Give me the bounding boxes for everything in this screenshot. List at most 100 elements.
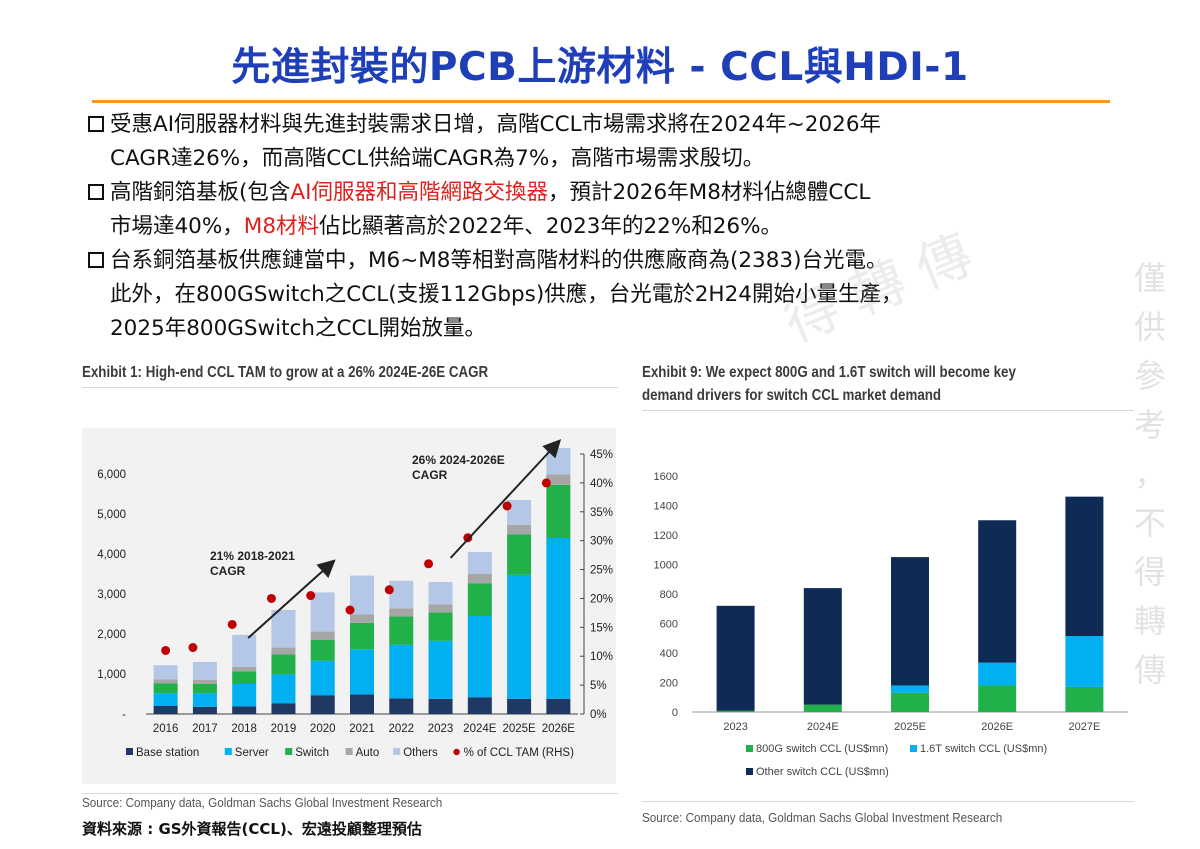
x-axis-tick-label: 2024E (463, 723, 497, 735)
bar-segment-switch (467, 583, 492, 616)
legend-swatch (746, 768, 753, 775)
bar-segment-other-switch-ccl-us-mn- (978, 520, 1017, 663)
bar-segment-auto (389, 608, 414, 617)
right-axis-tick-label: 15% (590, 622, 613, 634)
bullet-text: CAGR達26%，而高階CCL供給端CAGR為7%，高階市場需求殷切。 (110, 146, 765, 171)
bar-segment-auto (153, 679, 178, 684)
x-axis-tick-label: 2023 (723, 721, 747, 733)
tam-share-dot (424, 559, 434, 569)
watermark-char: 供 (1134, 308, 1167, 346)
tam-share-dot (306, 591, 316, 601)
right-axis-tick-label: 40% (590, 478, 613, 490)
x-axis-tick-label: 2026E (542, 723, 576, 735)
tam-share-dot (188, 643, 198, 653)
bullet-text: 此外，在800GSwitch之CCL(支援112Gbps)供應，台光電於2H24… (110, 282, 903, 307)
bar-segment-server (310, 660, 335, 696)
data-source-note: 資料來源 : GS外資報告(CCL)、宏遠投顧整理預估 (82, 820, 422, 838)
bar-segment-others (428, 582, 453, 605)
bar-segment-others (467, 552, 492, 574)
bar-segment-switch (546, 484, 571, 538)
left-axis-tick-label: 2,000 (97, 629, 126, 641)
legend-label: Switch (295, 747, 329, 759)
bullet-1-line-2: CAGR達26%，而高階CCL供給端CAGR為7%，高階市場需求殷切。 (110, 144, 764, 174)
bar-segment-1-6t-switch-ccl-us-mn- (891, 685, 929, 693)
checkbox-bullet-icon (88, 252, 104, 268)
y-axis-tick-label: 800 (660, 589, 678, 601)
exhibit-9-divider (642, 410, 1134, 411)
tam-share-dot (541, 478, 551, 488)
bar-segment-server (271, 674, 296, 704)
legend-swatch (746, 745, 753, 752)
x-axis-tick-label: 2023 (428, 723, 454, 735)
y-axis-tick-label: 200 (660, 678, 678, 690)
bar-segment-800g-switch-ccl-us-mn- (1065, 686, 1104, 712)
legend-label: Server (235, 747, 269, 759)
bullet-text: ，預計2026年M8材料佔總體CCL (547, 180, 871, 205)
left-axis-tick-label: - (122, 709, 126, 721)
legend-label: % of CCL TAM (RHS) (464, 747, 574, 759)
legend-swatch (345, 748, 353, 755)
bullet-text: 佔比顯著高於2022年、2023年的22%和26%。 (319, 214, 783, 239)
left-axis-tick-label: 3,000 (97, 589, 126, 601)
bar-segment-server (546, 538, 571, 699)
bar-segment-base-station (507, 698, 532, 714)
bar-segment-auto (232, 666, 257, 672)
bar-segment-other-switch-ccl-us-mn- (803, 588, 842, 705)
right-axis-tick-label: 35% (590, 507, 613, 519)
tam-share-dot (227, 619, 237, 629)
x-axis-tick-label: 2022 (388, 723, 414, 735)
y-axis-tick-label: 1400 (654, 501, 678, 513)
bullet-text: 受惠AI伺服器材料與先進封裝需求日增，高階CCL市場需求將在2024年~2026… (110, 112, 882, 137)
page-title: 先進封裝的PCB上游材料 - CCL與HDI-1 (231, 45, 969, 90)
bar-segment-800g-switch-ccl-us-mn- (716, 710, 755, 712)
bar-segment-auto (271, 647, 296, 655)
bar-segment-other-switch-ccl-us-mn- (891, 557, 929, 686)
right-axis-tick-label: 20% (590, 593, 613, 605)
legend-label: 800G switch CCL (US$mn) (756, 743, 888, 755)
bar-segment-others (153, 665, 178, 680)
bar-segment-other-switch-ccl-us-mn- (1065, 496, 1104, 637)
bar-segment-server (192, 693, 217, 707)
bullet-text: 台系銅箔基板供應鏈當中，M6~M8等相對高階材料的供應廠商為(2383)台光電。 (110, 248, 888, 273)
legend-swatch (910, 745, 917, 752)
x-axis-tick-label: 2018 (231, 723, 257, 735)
right-axis-tick-label: 30% (590, 536, 613, 548)
right-axis-tick-label: 25% (590, 565, 613, 577)
bar-segment-server (153, 693, 178, 706)
watermark-char: 參 (1134, 357, 1167, 395)
bullet-text: 高階銅箔基板(包含 (110, 180, 291, 205)
left-axis-tick-label: 6,000 (97, 469, 126, 481)
exhibit-9-source: Source: Company data, Goldman Sachs Glob… (642, 810, 1003, 825)
highlight-text: M8材料 (243, 214, 320, 239)
watermark-char: 僅 (1134, 259, 1167, 297)
x-axis-tick-label: 2026E (981, 721, 1013, 733)
legend-label: Others (403, 747, 438, 759)
bullet-2-line-2: 市場達40%，M8材料佔比顯著高於2022年、2023年的22%和26%。 (110, 212, 782, 242)
bar-segment-base-station (467, 697, 492, 714)
bar-segment-others (350, 575, 374, 615)
y-axis-tick-label: 0 (672, 707, 678, 719)
bar-segment-base-station (546, 698, 571, 714)
bar-segment-switch (507, 534, 532, 575)
exhibit-1-divider (82, 387, 618, 388)
bar-segment-switch (350, 622, 374, 650)
watermark-char: ， (1134, 455, 1167, 493)
x-axis-tick-label: 2025E (502, 723, 536, 735)
x-axis-tick-label: 2017 (192, 723, 218, 735)
exhibit-9-title-line-1: Exhibit 9: We expect 800G and 1.6T switc… (642, 364, 1016, 381)
legend-swatch (126, 748, 133, 755)
bar-segment-server (232, 684, 257, 707)
bar-segment-auto (467, 574, 492, 584)
legend-label: 1.6T switch CCL (US$mn) (920, 743, 1047, 755)
cagr-annotation-line: 21% 2018-2021 (210, 549, 295, 563)
bar-segment-800g-switch-ccl-us-mn- (803, 704, 842, 712)
bar-segment-800g-switch-ccl-us-mn- (978, 685, 1017, 712)
bar-segment-server (350, 649, 374, 695)
bar-segment-others (271, 610, 296, 648)
exhibit-1-source: Source: Company data, Goldman Sachs Glob… (82, 795, 443, 810)
exhibit-9-chart: 0 200 400 600 800 1000 1200 1400 1600 2023 2024E 20… (654, 471, 1128, 778)
y-axis-tick-label: 1600 (654, 471, 678, 483)
legend-swatch (393, 748, 401, 755)
bullet-text: 2025年800GSwitch之CCL開始放量。 (110, 316, 486, 341)
y-axis-tick-label: 400 (660, 648, 678, 660)
